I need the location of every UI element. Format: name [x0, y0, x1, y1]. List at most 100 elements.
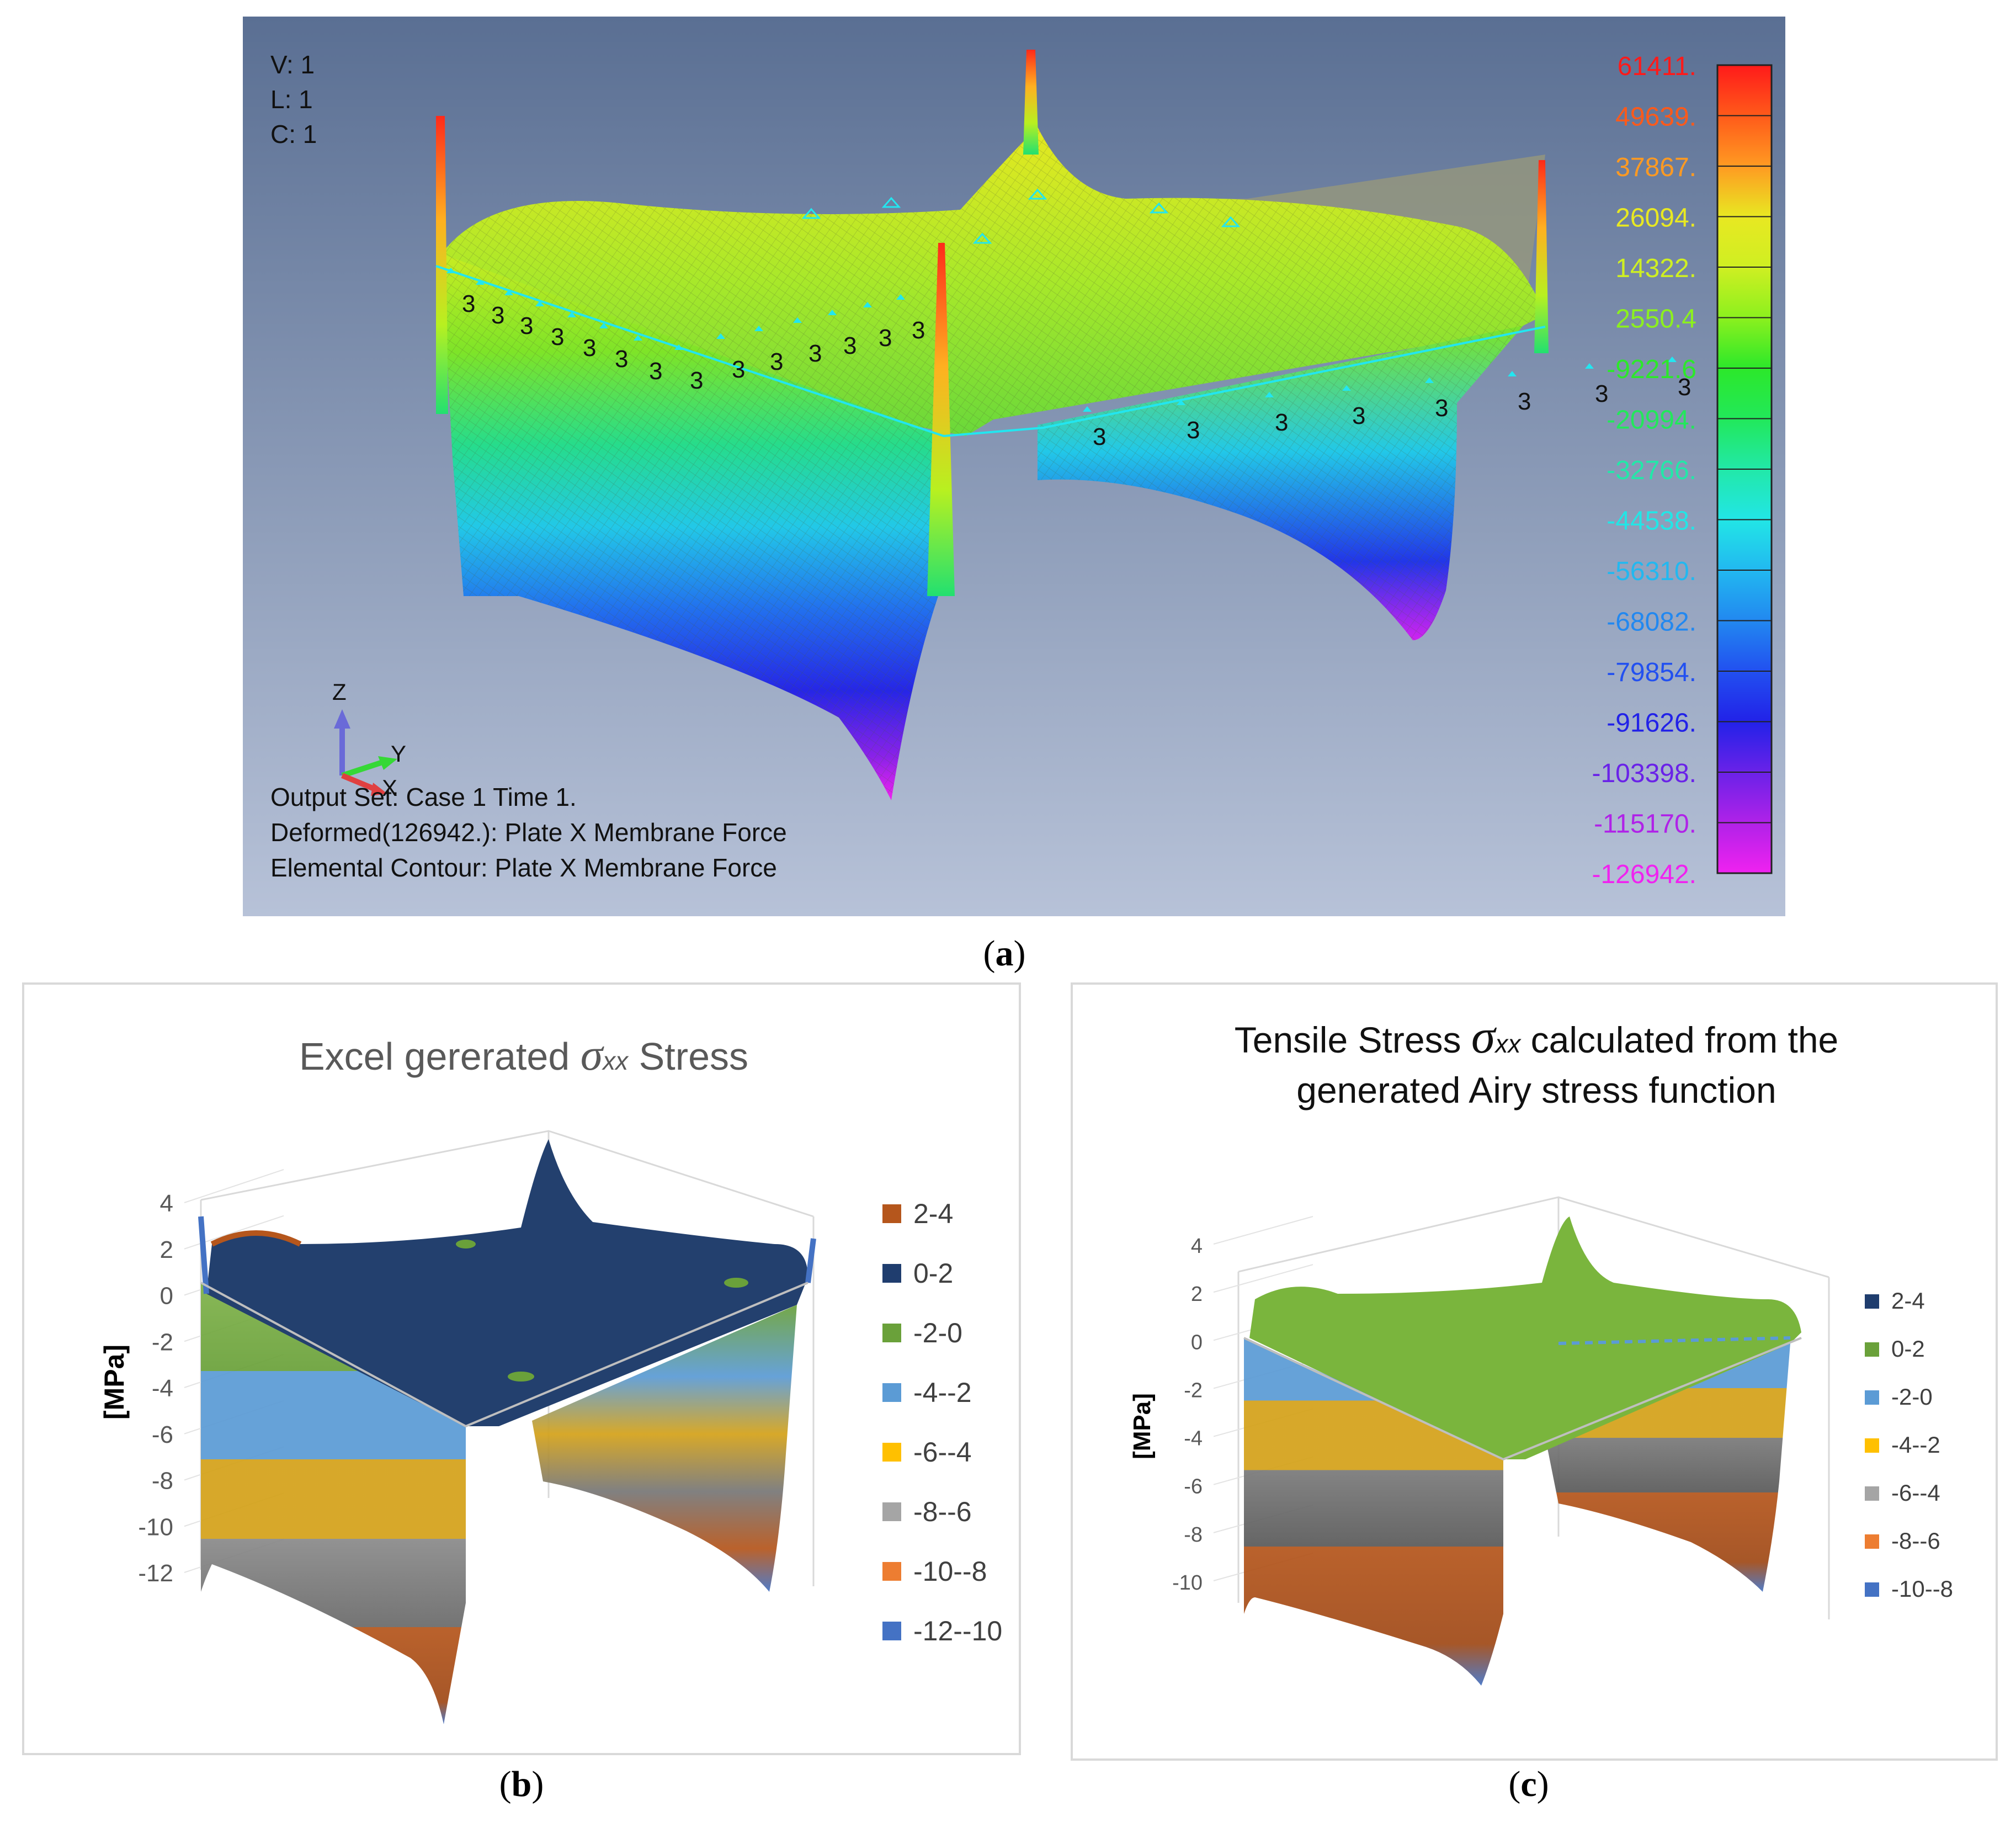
chart-b-top-surface	[206, 1139, 808, 1426]
constraint-marker-triangle	[1425, 378, 1434, 383]
caption-a: (a)	[983, 933, 1026, 974]
z-gridline	[1213, 1264, 1313, 1293]
constraint-marker-label: 3	[770, 348, 783, 375]
chart-b-top-edge-peak	[210, 1230, 302, 1247]
legend-label: 0-2	[913, 1258, 953, 1289]
constraint-marker-label: 3	[1275, 409, 1288, 436]
constraint-marker-triangle	[1585, 363, 1594, 369]
constraint-marker-label: 3	[551, 323, 564, 350]
constraint-marker-label: 3	[1435, 395, 1448, 422]
constraint-marker-label: 3	[1352, 402, 1365, 429]
legend-swatch	[882, 1324, 901, 1342]
constraint-marker-label: 3	[732, 356, 745, 383]
corner-spike-left	[436, 116, 448, 414]
excel-chart-panel-b: Excel gererated σxx Stress	[22, 982, 1021, 1755]
constraint-marker-label: 3	[912, 317, 925, 344]
output-set-text: Output Set: Case 1 Time 1.	[270, 783, 577, 811]
constraint-marker-triangle	[793, 317, 802, 323]
chart-b-zaxis: 4 2 0 -2 -4 -6 -8 -10 -12	[138, 1190, 173, 1587]
chart-b-plot: 420-2-4-6-8-10-12 [MPa] 2-40-2-2-0-4--2-…	[99, 1130, 1002, 1724]
z-tick-label: 4	[160, 1190, 173, 1217]
chart-b-patch-3	[508, 1372, 534, 1382]
legend-swatch	[1865, 1342, 1879, 1357]
chart-b-front-left	[201, 1283, 466, 1724]
chart-c-top-surface	[1249, 1216, 1801, 1459]
constraint-marker-triangle	[754, 326, 763, 331]
legend-value: -103398.	[1592, 759, 1697, 788]
z-tick-label: -2	[152, 1329, 173, 1356]
view-info-c: C: 1	[270, 120, 317, 148]
legend-value: -56310.	[1607, 557, 1696, 586]
constraint-marker-triangle	[896, 294, 905, 300]
constraint-marker-label: 3	[1518, 388, 1531, 415]
surface-front-left-mesh	[442, 254, 944, 800]
z-axis-head	[334, 709, 350, 729]
legend-label: -4--2	[1891, 1432, 1940, 1458]
y-axis-head	[378, 756, 397, 770]
constraint-marker-label: 3	[808, 340, 822, 367]
corner-spike-right	[1534, 160, 1549, 353]
legend-value: -32766.	[1607, 456, 1696, 485]
z-tick-label: -2	[1184, 1379, 1203, 1402]
z-tick-label: 2	[160, 1236, 173, 1263]
z-gridline	[1213, 1216, 1313, 1245]
legend-swatch	[882, 1443, 901, 1462]
legend-label: -8--6	[913, 1496, 972, 1527]
legend-value: 49639.	[1615, 103, 1696, 132]
contour-legend: 61411. 49639. 37867. 26094. 14322. 2550.4 -922…	[1592, 52, 1773, 889]
chart-c-title-line2: generated Airy stress function	[1296, 1070, 1776, 1111]
constraint-marker-triangle	[828, 310, 837, 315]
z-gridline	[184, 1169, 284, 1203]
legend-value: 61411.	[1618, 52, 1696, 81]
constraint-marker-triangle	[1668, 357, 1677, 362]
constraint-marker-label: 3	[1093, 423, 1106, 450]
view-info-l: L: 1	[270, 85, 313, 114]
z-tick-label: -8	[1184, 1523, 1203, 1547]
legend-label: -6--4	[913, 1437, 972, 1468]
constraint-marker-label: 3	[583, 334, 596, 362]
chart-c-title-line1: Tensile Stress σxx calculated from the	[1234, 1010, 1839, 1064]
z-tick-label: -10	[1172, 1571, 1203, 1595]
gridline	[200, 1130, 814, 1218]
legend-swatch	[1865, 1582, 1879, 1597]
constraint-marker-triangle	[674, 344, 683, 350]
legend-label: 2-4	[913, 1198, 953, 1229]
legend-swatch	[1865, 1294, 1879, 1309]
constraint-marker-label: 3	[879, 325, 892, 352]
chart-c-zaxis: 4 2 0 -2 -4 -6 -8 -10	[1172, 1235, 1203, 1595]
legend-swatch	[1865, 1438, 1879, 1453]
constraint-marker-triangle	[476, 279, 485, 285]
z-tick-label: -6	[152, 1421, 173, 1448]
view-info-v: V: 1	[270, 50, 315, 79]
constraint-marker-label: 3	[1595, 380, 1608, 407]
constraint-marker-triangle	[1083, 406, 1092, 412]
chart-b-front-right	[532, 1305, 797, 1592]
legend-label: -2-0	[1891, 1384, 1933, 1410]
chart-b-spike-right	[805, 1238, 816, 1283]
caption-c: (c)	[1508, 1764, 1549, 1804]
chart-b-spike-left	[198, 1216, 209, 1294]
constraint-marker-triangle	[567, 312, 576, 317]
legend-label: -2-0	[913, 1317, 962, 1348]
deformed-text: Deformed(126942.): Plate X Membrane Forc…	[270, 818, 787, 847]
legend-swatch	[882, 1383, 901, 1402]
chart-c-front-right	[1547, 1343, 1790, 1592]
back-constraint-marker	[972, 232, 992, 244]
constraint-marker-triangle	[1342, 385, 1351, 391]
legend-label: -6--4	[1891, 1480, 1940, 1506]
legend-value: 2550.4	[1615, 305, 1696, 334]
legend-label: 0-2	[1891, 1336, 1925, 1362]
legend-value: 14322.	[1615, 254, 1696, 283]
legend-value: -44538.	[1607, 507, 1696, 536]
legend-swatch	[882, 1622, 901, 1640]
chart-b-legend: 2-4 0-2 -2-0 -4--2 -6--4 -8--6 -10--8 -12--10	[882, 1198, 1002, 1646]
z-tick-label: -12	[138, 1560, 173, 1587]
legend-label: 2-4	[1891, 1288, 1925, 1314]
chart-b-title: Excel gererated σxx Stress	[299, 1029, 748, 1080]
z-tick-label: 4	[1191, 1235, 1203, 1258]
constraint-marker-label: 3	[462, 290, 475, 317]
constraint-marker-triangle	[599, 323, 608, 328]
constraint-marker-label: 3	[491, 302, 504, 329]
legend-value: -9221.6	[1607, 355, 1696, 384]
z-tick-label: -6	[1184, 1475, 1203, 1499]
